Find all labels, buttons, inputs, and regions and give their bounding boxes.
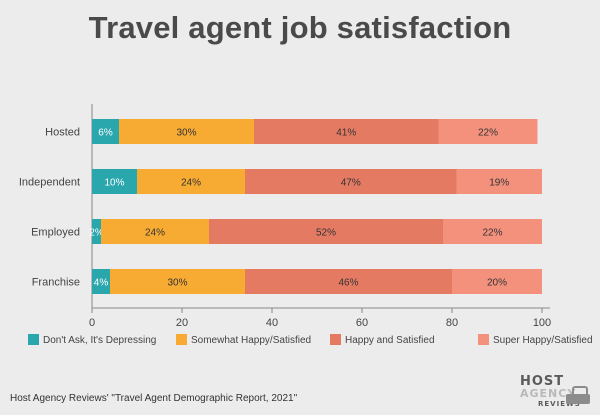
bar-segment (456, 169, 542, 194)
data-label: 41% (336, 128, 356, 139)
data-label: 2% (89, 228, 104, 239)
logo-bus-icon (566, 394, 590, 404)
x-tick-label: 0 (89, 317, 95, 329)
bar-segment (92, 169, 137, 194)
category-label: Employed (31, 227, 80, 239)
bar-segment (209, 219, 443, 244)
legend-label: Don't Ask, It's Depressing (43, 335, 156, 346)
bar-segment (110, 269, 245, 294)
legend-label: Somewhat Happy/Satisfied (191, 335, 311, 346)
bar-segment (245, 269, 452, 294)
legend-label: Super Happy/Satisfied (493, 335, 593, 346)
data-label: 46% (338, 278, 358, 289)
bar-segment (92, 219, 101, 244)
legend-swatch (330, 334, 341, 345)
x-tick-label: 100 (533, 317, 551, 329)
logo-text-agency: AGENCY (520, 387, 577, 400)
bar-segment (443, 219, 542, 244)
x-tick-label: 80 (446, 317, 458, 329)
category-label: Franchise (32, 277, 80, 289)
logo-text-reviews: REVIEWS (538, 400, 581, 408)
bar-segment (245, 169, 457, 194)
data-label: 20% (487, 278, 507, 289)
data-label: 6% (98, 128, 113, 139)
data-label: 19% (489, 178, 509, 189)
category-label: Independent (19, 177, 80, 189)
data-label: 24% (181, 178, 201, 189)
x-tick-label: 20 (176, 317, 188, 329)
bar-segment (101, 219, 209, 244)
bar-segment (119, 119, 254, 144)
chart-title: Travel agent job satisfaction (88, 10, 512, 45)
bar-segment (438, 119, 538, 144)
logo-text-host: HOST (520, 374, 565, 389)
bar-segment (254, 119, 439, 144)
data-label: 30% (176, 128, 196, 139)
legend-label: Happy and Satisfied (345, 335, 435, 346)
data-label: 22% (478, 128, 498, 139)
bar-segment (137, 169, 245, 194)
x-tick-label: 60 (356, 317, 368, 329)
data-label: 22% (482, 228, 502, 239)
logo-bus-roof (572, 386, 588, 396)
legend-swatch (478, 334, 489, 345)
data-label: 47% (341, 178, 361, 189)
source-note: Host Agency Reviews' "Travel Agent Demog… (10, 393, 298, 404)
data-label: 24% (145, 228, 165, 239)
data-label: 4% (94, 278, 109, 289)
host-agency-reviews-logo: HOST AGENCY REVIEWS (520, 374, 592, 410)
data-label: 30% (167, 278, 187, 289)
data-label: 10% (104, 178, 124, 189)
bar-segment (92, 119, 119, 144)
bar-segment (452, 269, 542, 294)
legend-swatch (28, 334, 39, 345)
bar-segment (92, 269, 110, 294)
category-label: Hosted (45, 127, 80, 139)
legend-swatch (176, 334, 187, 345)
x-tick-label: 40 (266, 317, 278, 329)
data-label: 52% (316, 228, 336, 239)
